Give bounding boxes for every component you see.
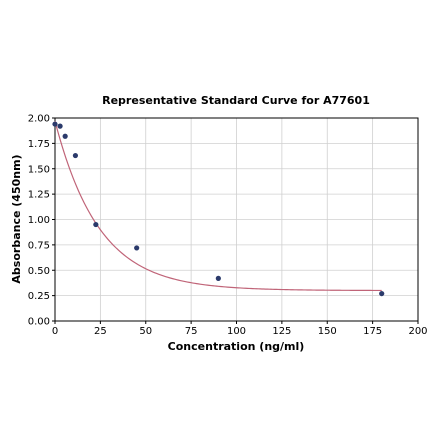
y-tick-label: 1.50 bbox=[28, 164, 50, 175]
y-tick-label: 0.25 bbox=[28, 291, 50, 302]
data-point bbox=[134, 245, 140, 251]
y-tick-label: 1.00 bbox=[28, 215, 50, 226]
x-tick-label: 175 bbox=[363, 326, 382, 337]
y-tick-label: 1.25 bbox=[28, 190, 50, 201]
chart-title: Representative Standard Curve for A77601 bbox=[102, 94, 370, 107]
y-axis: 0.00 0.25 0.50 0.75 1.00 1.25 1.50 1.75 2.00 bbox=[28, 114, 55, 328]
y-tick-label: 0.75 bbox=[28, 240, 50, 251]
x-tick-label: 100 bbox=[227, 326, 246, 337]
x-tick-label: 0 bbox=[52, 326, 58, 337]
data-points bbox=[52, 121, 385, 297]
data-point bbox=[72, 152, 79, 159]
x-axis-title: Concentration (ng/ml) bbox=[168, 340, 305, 353]
x-tick-label: 200 bbox=[408, 326, 427, 337]
fit-curve bbox=[54, 120, 382, 292]
y-tick-label: 0.00 bbox=[28, 317, 50, 328]
x-tick-label: 125 bbox=[272, 326, 291, 337]
data-point bbox=[93, 221, 99, 228]
y-tick-label: 1.75 bbox=[28, 139, 50, 150]
x-tick-label: 150 bbox=[318, 326, 337, 337]
data-point bbox=[379, 290, 385, 297]
y-tick-label: 0.50 bbox=[28, 266, 50, 277]
x-tick-label: 75 bbox=[185, 326, 198, 337]
y-tick-label: 2.00 bbox=[28, 114, 50, 125]
x-axis: 0 25 50 75 100 125 150 175 200 bbox=[52, 321, 428, 337]
x-tick-label: 25 bbox=[94, 326, 107, 337]
data-point bbox=[62, 133, 68, 139]
x-tick-label: 50 bbox=[139, 326, 152, 337]
data-point bbox=[52, 121, 58, 127]
fit-curve-layer bbox=[54, 120, 382, 292]
data-point bbox=[215, 275, 221, 281]
y-axis-title: Absorbance (450nm) bbox=[10, 154, 23, 283]
data-point bbox=[57, 123, 63, 129]
